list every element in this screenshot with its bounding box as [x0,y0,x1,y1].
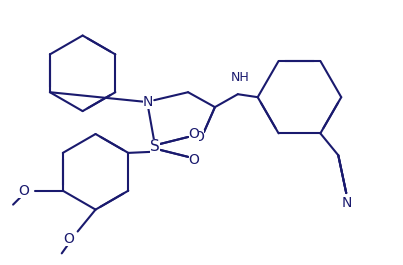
Text: O: O [189,153,199,167]
Text: N: N [342,196,352,210]
Text: N: N [143,95,154,109]
Text: S: S [150,139,160,154]
Text: O: O [193,130,204,144]
Text: O: O [18,184,29,198]
Text: NH: NH [231,71,249,84]
Text: O: O [189,127,199,141]
Text: O: O [63,232,74,246]
